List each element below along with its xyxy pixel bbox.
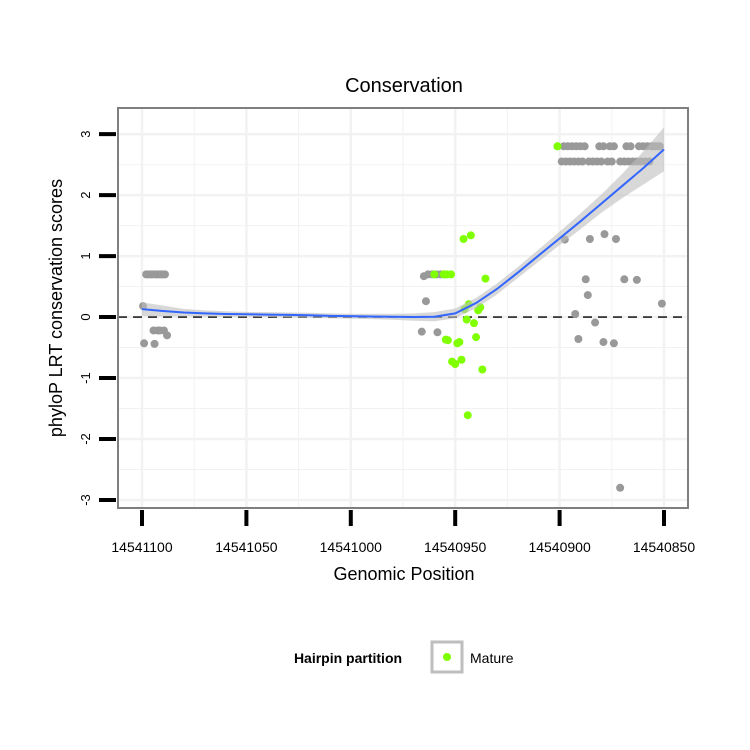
- point-other: [607, 157, 616, 166]
- point-mature: [430, 270, 439, 279]
- point-other: [632, 275, 641, 284]
- smooth-fit-line: [141, 148, 665, 319]
- point-other: [571, 310, 580, 318]
- x-tick-label: 14540900: [528, 539, 591, 555]
- y-tick-label: -3: [78, 494, 93, 506]
- point-other: [421, 297, 430, 306]
- point-other: [611, 234, 620, 243]
- point-other: [597, 157, 606, 166]
- point-other: [580, 142, 589, 151]
- plot-panel: [117, 107, 689, 509]
- point-other: [574, 335, 583, 344]
- point-other: [140, 339, 149, 348]
- point-other: [583, 291, 592, 300]
- y-tick-label: -2: [78, 433, 93, 445]
- legend-title: Hairpin partition: [294, 650, 402, 666]
- point-mature: [478, 365, 487, 374]
- point-other: [616, 483, 625, 492]
- point-other: [600, 230, 609, 239]
- point-other: [160, 270, 169, 279]
- point-other: [657, 299, 666, 308]
- legend-label-mature: Mature: [470, 650, 514, 666]
- point-mature: [466, 231, 475, 240]
- y-tick-label: -1: [78, 372, 93, 384]
- chart-title: Conservation: [345, 75, 463, 97]
- point-mature: [469, 319, 478, 328]
- point-mature: [481, 274, 490, 283]
- legend-key-box: [430, 640, 464, 674]
- point-other: [585, 234, 594, 243]
- point-mature: [451, 360, 460, 369]
- y-tick-label: 1: [78, 252, 93, 259]
- point-other: [599, 338, 608, 347]
- point-other: [620, 275, 629, 284]
- x-tick-label: 14540950: [424, 539, 487, 555]
- point-mature: [455, 338, 464, 347]
- point-mature: [443, 336, 452, 345]
- point-other: [609, 339, 618, 348]
- x-axis: 14541100 14541050 14541000 14540950 14540900…: [111, 510, 695, 555]
- point-other: [591, 318, 600, 327]
- point-mature: [457, 355, 466, 364]
- legend: Hairpin partition Mature: [294, 640, 514, 674]
- point-other: [417, 327, 426, 336]
- x-tick-label: 14541000: [320, 539, 383, 555]
- x-axis-label: Genomic Position: [333, 564, 474, 584]
- point-mature: [472, 333, 481, 342]
- x-tick-label: 14540850: [633, 539, 696, 555]
- point-mature: [462, 315, 471, 324]
- x-tick-label: 14541050: [215, 539, 278, 555]
- point-other: [433, 328, 442, 337]
- point-mature: [463, 411, 472, 420]
- point-mature: [447, 270, 456, 279]
- point-other: [599, 142, 608, 151]
- panel-border: [117, 107, 689, 509]
- point-mature: [553, 142, 562, 151]
- point-other: [163, 331, 172, 340]
- point-other: [609, 142, 618, 151]
- legend-key-mature-marker: [443, 653, 451, 661]
- point-other: [578, 157, 587, 166]
- point-other: [626, 142, 635, 151]
- y-axis-label: phyloP LRT conservation scores: [46, 179, 66, 437]
- grid-lines: [118, 108, 688, 508]
- y-tick-label: 3: [78, 130, 93, 137]
- y-axis: -3 -2 -1 0 1 2 3: [78, 130, 116, 506]
- point-mature: [459, 234, 468, 243]
- point-other: [581, 275, 590, 284]
- point-other: [150, 339, 159, 348]
- y-tick-label: 2: [78, 191, 93, 198]
- y-tick-label: 0: [78, 313, 93, 320]
- x-tick-label: 14541100: [111, 539, 172, 555]
